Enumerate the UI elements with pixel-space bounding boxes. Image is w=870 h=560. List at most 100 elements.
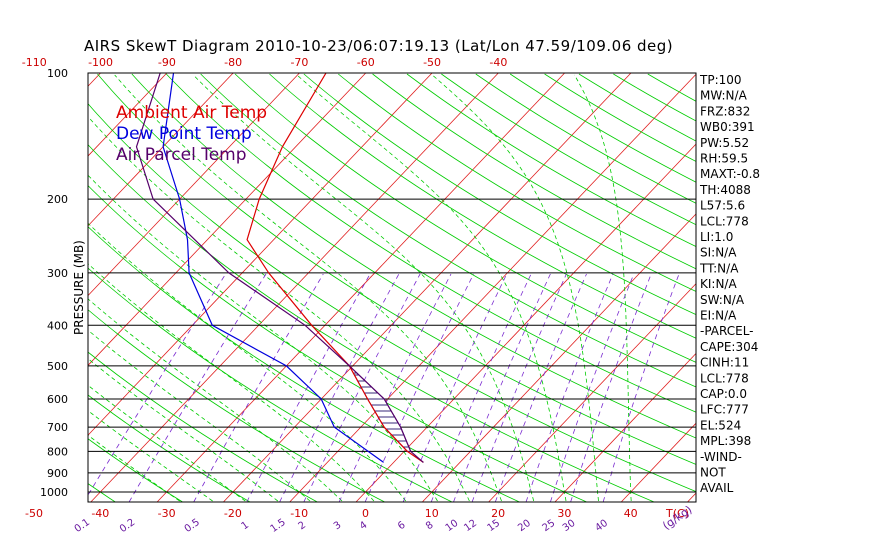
temperature-ticks-top: -120-110-100-90-80-70-60-50-40 <box>22 56 508 69</box>
cape-shading <box>352 372 412 452</box>
isotherm-line <box>88 73 234 227</box>
dry-adiabat-line <box>509 73 696 183</box>
index-entry: CINH:11 <box>700 356 749 370</box>
pressure-ticks: 1000 900 800 700 600 500 400 300 200 100 <box>40 67 68 499</box>
pressure-tick-label: 300 <box>47 267 68 280</box>
mixing-ratio-label: 0.1 <box>73 517 92 535</box>
mixing-ratio-line <box>402 273 508 502</box>
temperature-tick-top: -110 <box>22 56 47 69</box>
pressure-tick-label: 100 <box>47 67 68 80</box>
mixing-ratio-label: 2 <box>297 520 309 533</box>
isotherm-line <box>0 73 34 502</box>
index-entry: CAPE:304 <box>700 340 758 354</box>
moist-adiabat-line <box>88 358 279 502</box>
dry-adiabat-line <box>88 267 453 502</box>
mixing-ratio-labels: 0.1 0.2 0.5 1 1.5 2 3 4 6 8 10 12 15 20 25 30 40 <box>73 517 610 535</box>
index-entry: RH:59.5 <box>700 152 748 166</box>
dry-adiabat-line <box>303 73 696 316</box>
index-entry: KI:N/A <box>700 277 737 291</box>
mixing-ratio-label: 1.5 <box>269 517 288 535</box>
isotherm-line <box>223 73 632 502</box>
moist-adiabat-line <box>114 74 502 502</box>
temperature-tick-bottom: -40 <box>91 507 109 520</box>
mixing-ratio-label: 4 <box>358 520 370 533</box>
dry-adiabat-line <box>544 73 696 162</box>
temperature-tick-bottom: -10 <box>290 507 308 520</box>
index-entry: PW:5.52 <box>700 136 749 150</box>
isotherm-line <box>289 73 696 502</box>
dry-adiabat-line <box>88 144 655 502</box>
dry-adiabat-line <box>88 483 116 502</box>
temperature-tick-bottom: 10 <box>425 507 439 520</box>
moist-adiabat-line <box>88 410 213 502</box>
temperature-ticks-bottom: -50 -40 -30 -20 -10 0 10 20 30 40 <box>25 507 638 520</box>
temperature-tick-top: -90 <box>158 56 176 69</box>
dry-adiabat-line <box>88 351 318 502</box>
dry-adiabat-line <box>269 73 696 339</box>
index-entry: MAXT:-0.8 <box>700 167 760 181</box>
index-entry: AVAIL <box>700 481 734 495</box>
isotherm-line <box>156 73 565 502</box>
mixing-ratio-label: 40 <box>593 518 610 534</box>
isotherm-line <box>88 73 300 297</box>
moist-adiabat-line <box>88 222 407 502</box>
legend: Ambient Air Temp Dew Point Temp Air Parc… <box>116 103 267 165</box>
dry-adiabat-line <box>88 394 251 502</box>
index-entry: TT:N/A <box>699 261 739 275</box>
temperature-tick-bottom: -30 <box>158 507 176 520</box>
profile-air-parcel-temp <box>135 73 424 463</box>
dry-adiabat-line <box>97 73 696 465</box>
moist-adiabat-line <box>88 174 438 502</box>
x-axis-label: T(C) <box>665 507 689 520</box>
chart-title: AIRS SkewT Diagram 2010-10-23/06:07:19.1… <box>84 37 673 55</box>
legend-ambient-air-temp: Ambient Air Temp <box>116 103 267 123</box>
dry-adiabat-line <box>338 73 696 292</box>
temperature-tick-bottom: 0 <box>362 507 369 520</box>
pressure-tick-label: 700 <box>47 421 68 434</box>
dry-adiabat-line <box>88 309 385 502</box>
mixing-ratio-line <box>128 273 267 502</box>
dry-adiabat-line <box>406 73 696 247</box>
mixing-ratio-line <box>453 273 551 502</box>
moist-adiabat-line <box>432 74 599 502</box>
index-entry: L57:5.6 <box>700 199 745 213</box>
mixing-ratio-line <box>525 273 614 502</box>
mixing-ratio-line <box>279 273 400 502</box>
temperature-tick-bottom: 20 <box>491 507 505 520</box>
index-entry: SW:N/A <box>700 293 745 307</box>
isotherm-line <box>754 73 870 502</box>
moist-adiabat-line <box>296 74 567 502</box>
dry-adiabat-line <box>200 73 696 388</box>
pressure-tick-label: 200 <box>47 193 68 206</box>
moist-adiabat-line <box>88 384 246 502</box>
mixing-ratio-label: 12 <box>462 518 479 534</box>
index-entry: -PARCEL- <box>700 324 754 338</box>
y-axis-label: PRESSURE (MB) <box>72 240 86 335</box>
background-grid <box>0 73 870 502</box>
index-entry: NOT <box>700 466 726 480</box>
index-entry: LFC:777 <box>700 403 749 417</box>
legend-air-parcel-temp: Air Parcel Temp <box>116 145 247 165</box>
moist-adiabat-line <box>193 74 535 502</box>
temperature-tick-bottom: 40 <box>624 507 638 520</box>
mixing-ratio-line <box>494 273 587 502</box>
index-entry: WB0:391 <box>700 120 755 134</box>
profiles <box>135 73 424 463</box>
dry-adiabat-line <box>441 73 696 226</box>
dry-adiabat-line <box>88 103 696 493</box>
temperature-tick-bottom: -20 <box>224 507 242 520</box>
pressure-tick-label: 900 <box>47 467 68 480</box>
profile-dew-point-temp <box>162 73 384 463</box>
mixing-ratio-line <box>338 273 452 502</box>
temperature-tick-bottom: -50 <box>25 507 43 520</box>
mixing-ratio-label: 8 <box>424 520 436 533</box>
isotherm-line <box>422 213 696 502</box>
mixing-ratio-label: 15 <box>486 518 503 534</box>
mixing-ratio-label: 1 <box>240 520 252 533</box>
index-entry: FRZ:832 <box>700 104 750 118</box>
mixing-ratio-line <box>303 273 421 502</box>
pressure-tick-label: 500 <box>47 360 68 373</box>
index-entry: -WIND- <box>700 450 742 464</box>
index-entry: TH:4088 <box>699 183 751 197</box>
